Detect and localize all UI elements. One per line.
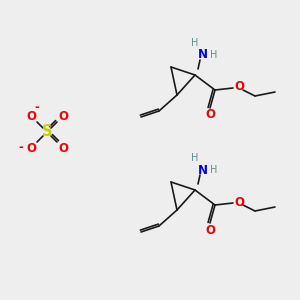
Text: O: O — [234, 196, 244, 208]
Text: N: N — [198, 49, 208, 62]
Text: H: H — [191, 153, 199, 163]
Text: N: N — [198, 164, 208, 176]
Text: O: O — [58, 110, 68, 122]
Text: H: H — [210, 165, 218, 175]
Text: O: O — [26, 110, 36, 122]
Text: O: O — [26, 142, 36, 154]
Text: O: O — [205, 224, 215, 236]
Text: -: - — [34, 101, 39, 115]
Text: H: H — [210, 50, 218, 60]
Text: O: O — [58, 142, 68, 154]
Text: S: S — [42, 124, 52, 140]
Text: H: H — [191, 38, 199, 48]
Text: -: - — [19, 142, 23, 154]
Text: O: O — [234, 80, 244, 94]
Text: O: O — [205, 109, 215, 122]
